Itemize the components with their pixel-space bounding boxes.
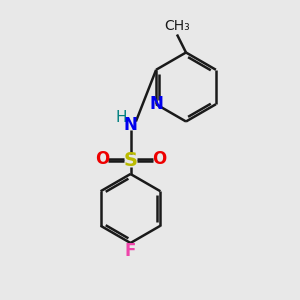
Text: CH₃: CH₃ [164, 19, 190, 33]
Text: O: O [95, 150, 109, 168]
Text: N: N [149, 95, 163, 113]
Text: S: S [124, 151, 137, 170]
Text: O: O [152, 150, 166, 168]
Text: N: N [124, 116, 137, 134]
Text: F: F [125, 242, 136, 260]
Text: H: H [115, 110, 127, 125]
